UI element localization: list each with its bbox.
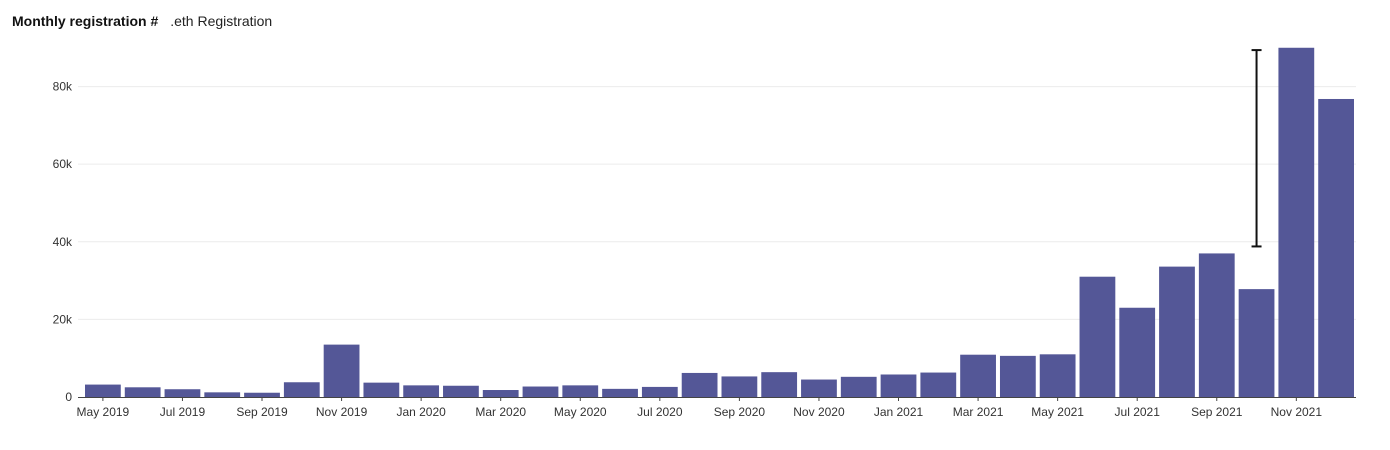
x-tick-label: Jan 2021 [874,405,924,419]
y-tick-label: 20k [53,312,73,326]
x-tick-label: May 2020 [554,405,607,419]
bar [721,376,758,397]
bars [85,47,1354,398]
bar [443,385,479,397]
bar [999,355,1036,397]
x-tick-label: Nov 2019 [316,405,368,419]
x-tick-label: Sep 2021 [1191,405,1243,419]
bar [602,388,638,397]
bar [164,389,201,397]
chart-header: Monthly registration # .eth Registration [12,13,272,29]
x-tick-label: Nov 2020 [793,405,845,419]
bar [1159,266,1195,397]
bar [1318,98,1354,397]
bar [1119,307,1156,397]
bar [681,372,718,397]
bar [403,385,440,397]
bar [85,384,121,397]
x-tick-label: May 2021 [1031,405,1084,419]
bar [1238,289,1275,397]
x-tick-label: Mar 2020 [475,405,526,419]
x-tick-label: Sep 2019 [236,405,288,419]
bar [840,376,877,397]
bar [1198,253,1235,397]
y-tick-label: 80k [53,80,73,94]
bar [1039,354,1076,397]
x-tick-label: Nov 2021 [1271,405,1323,419]
bar [920,372,957,397]
x-tick-label: Jul 2020 [637,405,683,419]
chart-subtitle: .eth Registration [170,13,273,29]
bar [801,379,837,397]
x-tick-label: Jul 2019 [160,405,206,419]
bar [323,344,360,397]
bar [641,386,678,397]
axes: 0 20k 40k 60k 80k May 2019 Jul 2019 Sep 2019 Nov… [53,80,1356,419]
x-tick-label: May 2019 [77,405,130,419]
y-tick-label: 40k [53,235,73,249]
y-tick-label: 60k [53,157,73,171]
bar [482,390,519,397]
bar [522,386,559,397]
x-tick-label: Jan 2020 [396,405,446,419]
bar [880,374,917,397]
annotations [1251,49,1262,248]
bar [283,382,320,397]
chart-title: Monthly registration # [12,13,159,29]
bar [124,387,161,397]
x-tick-label: Sep 2020 [714,405,766,419]
bar [244,392,280,397]
bar [761,372,798,397]
x-tick-label: Mar 2021 [953,405,1004,419]
bar [363,382,400,397]
error-bar [1251,49,1262,248]
bar [1278,47,1315,398]
bar [562,385,599,397]
bar [204,392,241,397]
bar [1079,276,1116,397]
bar [960,354,996,397]
x-tick-label: Jul 2021 [1115,405,1161,419]
y-tick-label: 0 [65,390,72,404]
